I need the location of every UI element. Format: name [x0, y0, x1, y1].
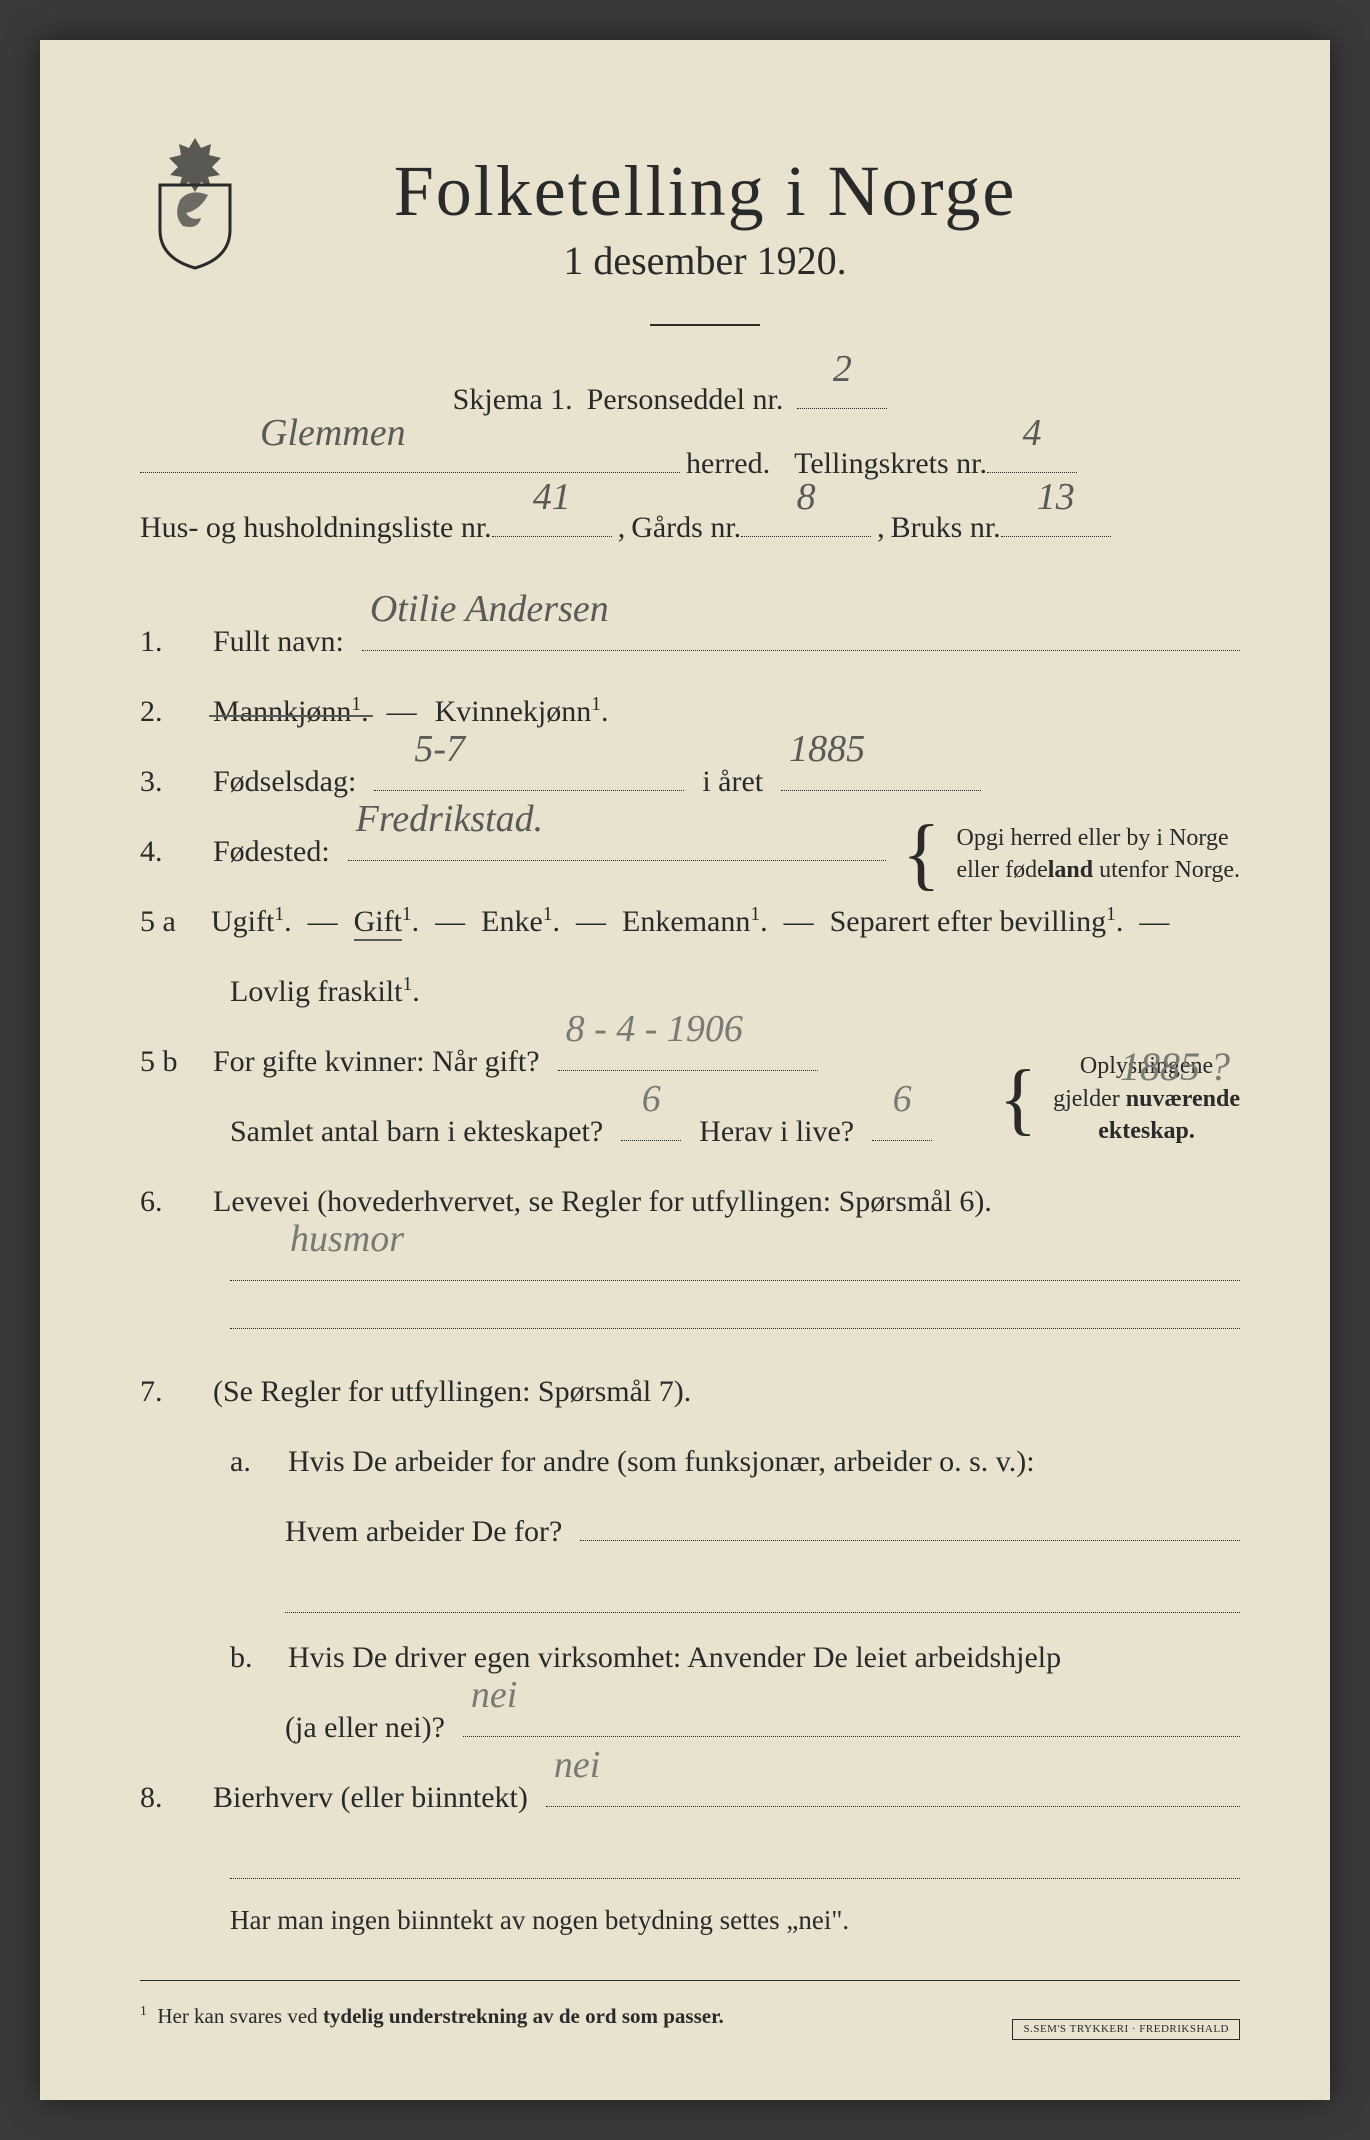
dash: — — [435, 889, 465, 955]
q4-note: Opgi herred eller by i Norge eller fødel… — [956, 822, 1240, 887]
q7a-blank2 — [285, 1577, 1240, 1613]
printer-mark: S.SEM'S TRYKKERI · FREDRIKSHALD — [1012, 2019, 1240, 2039]
tellingskrets-label: Tellingskrets nr. — [794, 432, 987, 495]
meta-block: Skjema 1. Personseddel nr. 2 Glemmen her… — [140, 367, 1240, 559]
husliste-value: 41 — [492, 495, 612, 537]
q1-num: 1. — [140, 609, 195, 675]
q3-year: 1885 — [781, 749, 981, 791]
q7b-l2: (ja eller nei)? nei — [140, 1695, 1240, 1761]
footnote-rule — [140, 1980, 1240, 1981]
q6-value: husmor — [230, 1239, 1240, 1281]
q5b-live: 6 — [872, 1099, 932, 1141]
q7a-num: a. — [230, 1429, 270, 1495]
q8-label: Bierhverv (eller biinntekt) — [213, 1765, 528, 1831]
q5b-barn-label: Samlet antal barn i ekteskapet? — [230, 1099, 603, 1165]
margin-year: 1885 ? — [1120, 1023, 1230, 1111]
skjema-label: Skjema 1. — [453, 368, 573, 431]
husliste-label: Hus- og husholdningsliste nr. — [140, 496, 492, 559]
q4-label: Fødested: — [213, 819, 330, 885]
q5a-enke: Enke1. — [481, 889, 560, 955]
q5a-enkemann: Enkemann1. — [622, 889, 768, 955]
q4-value: Fredrikstad. — [348, 819, 886, 861]
questions: 1. Fullt navn: Otilie Andersen 2. Mannkj… — [140, 609, 1240, 2040]
bruks-label: Bruks nr. — [891, 496, 1001, 559]
q1: 1. Fullt navn: Otilie Andersen — [140, 609, 1240, 675]
personseddel-label: Personseddel nr. — [587, 368, 784, 431]
q8-num: 8. — [140, 1765, 195, 1831]
q5a-fraskilt: Lovlig fraskilt1. — [230, 959, 420, 1025]
q7a-l2: Hvem arbeider De for? — [140, 1499, 1240, 1565]
header: Folketelling i Norge 1 desember 1920. — [140, 150, 1240, 361]
coat-of-arms-icon — [140, 130, 250, 270]
title-block: Folketelling i Norge 1 desember 1920. — [280, 150, 1240, 361]
dash: — — [1139, 889, 1169, 955]
q8-value: nei — [546, 1765, 1240, 1807]
q8-blank2 — [230, 1843, 1240, 1879]
main-title: Folketelling i Norge — [280, 150, 1130, 233]
q6-value-row: husmor — [140, 1239, 1240, 1281]
q5a-gift: Gift1. — [354, 889, 420, 955]
q3-year-label: i året — [702, 749, 763, 815]
q2: 2. Mannkjønn1. — Kvinnekjønn1. — [140, 679, 1240, 745]
divider — [650, 324, 760, 326]
gards-label: Gårds nr. — [631, 496, 741, 559]
q5a-separert: Separert efter bevilling1. — [830, 889, 1124, 955]
q6-blank2 — [230, 1293, 1240, 1329]
herred-label: herred. — [686, 432, 770, 495]
q5b-label: For gifte kvinner: Når gift? — [213, 1029, 540, 1095]
q5a-ugift: Ugift1. — [211, 889, 292, 955]
q3-label: Fødselsdag: — [213, 749, 356, 815]
comma2: , — [877, 496, 885, 559]
comma1: , — [618, 496, 626, 559]
q5b-wrap: 1885 ? 5 b For gifte kvinner: Når gift? … — [140, 1029, 1240, 1169]
q7b: b. Hvis De driver egen virksomhet: Anven… — [140, 1625, 1240, 1691]
q7a-l1: Hvis De arbeider for andre (som funksjon… — [288, 1429, 1035, 1495]
q7a-value — [580, 1499, 1240, 1541]
q7: 7. (Se Regler for utfyllingen: Spørsmål … — [140, 1359, 1240, 1425]
census-form-page: Folketelling i Norge 1 desember 1920. Sk… — [40, 40, 1330, 2100]
subtitle: 1 desember 1920. — [280, 237, 1130, 284]
bruks-value: 13 — [1001, 495, 1111, 537]
q7a: a. Hvis De arbeider for andre (som funks… — [140, 1429, 1240, 1495]
q5a-num: 5 a — [140, 889, 195, 955]
dash: — — [308, 889, 338, 955]
gards-value: 8 — [741, 495, 871, 537]
q4: 4. Fødested: Fredrikstad. { Opgi herred … — [140, 819, 1240, 889]
q8: 8. Bierhverv (eller biinntekt) nei — [140, 1765, 1240, 1831]
dash: — — [387, 679, 417, 745]
q2-mann: Mannkjønn1. — [213, 679, 369, 745]
q1-label: Fullt navn: — [213, 609, 344, 675]
q5b-num: 5 b — [140, 1029, 195, 1095]
q7b-l1: Hvis De driver egen virksomhet: Anvender… — [288, 1625, 1061, 1691]
herred-value: Glemmen — [140, 431, 680, 473]
q7-label: (Se Regler for utfyllingen: Spørsmål 7). — [213, 1359, 691, 1425]
q3: 3. Fødselsdag: 5-7 i året 1885 — [140, 749, 1240, 815]
dash: — — [576, 889, 606, 955]
personseddel-value: 2 — [797, 367, 887, 409]
q7b-num: b. — [230, 1625, 270, 1691]
footer-hint: Har man ingen biinntekt av nogen betydni… — [140, 1891, 1240, 1950]
q4-num: 4. — [140, 819, 195, 885]
q3-num: 3. — [140, 749, 195, 815]
q6-num: 6. — [140, 1169, 195, 1235]
q2-num: 2. — [140, 679, 195, 745]
q7-num: 7. — [140, 1359, 195, 1425]
q1-value: Otilie Andersen — [362, 609, 1240, 651]
dash: — — [784, 889, 814, 955]
q5a: 5 a Ugift1. — Gift1. — Enke1. — Enkemann… — [140, 889, 1240, 955]
q5b-live-label: Herav i live? — [699, 1099, 854, 1165]
q5b-married: 8 - 4 - 1906 — [558, 1029, 818, 1071]
q5b-barn: 6 — [621, 1099, 681, 1141]
